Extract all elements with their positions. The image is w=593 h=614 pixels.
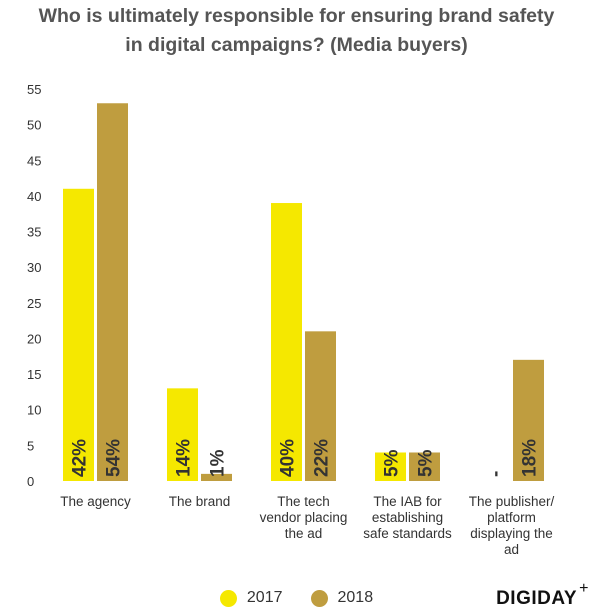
x-category-label: The publisher/ [469, 494, 555, 509]
data-label-2018-3: 5% [416, 449, 437, 477]
x-category-label: the ad [285, 526, 323, 541]
bar-2017-3 [375, 452, 406, 481]
data-label-2018-0: 54% [104, 439, 125, 477]
y-tick-label: 0 [27, 474, 34, 489]
data-label-2017-3: 5% [382, 449, 403, 477]
legend-item-2017: 2017 [219, 589, 283, 607]
y-tick-label: 40 [27, 189, 41, 204]
y-tick-label: 10 [27, 403, 41, 418]
digiday-logo-plus: + [579, 580, 589, 597]
y-tick-label: 15 [27, 367, 41, 382]
data-label-2017-0: 42% [70, 439, 91, 477]
data-label-2018-2: 22% [312, 439, 333, 477]
data-label-2017-1: 14% [174, 439, 195, 477]
bar-2017-0 [63, 188, 94, 482]
data-label-2017-2: 40% [278, 439, 299, 477]
x-category-label: The agency [60, 494, 131, 509]
data-label-2018-1: 1% [208, 449, 229, 477]
legend-label-2017: 2017 [246, 589, 283, 606]
chart-title-line-2: in digital campaigns? (Media buyers) [125, 34, 468, 56]
digiday-logo: DIGIDAY + [496, 580, 588, 610]
data-label-2017-4: - [486, 471, 507, 477]
x-category-label: vendor placing [260, 510, 348, 525]
digiday-logo-text: DIGIDAY [496, 588, 577, 609]
legend-item-2018: 2018 [310, 589, 374, 607]
x-category-label: establishing [372, 510, 443, 525]
y-tick-label: 50 [27, 118, 41, 133]
bar-chart: 0 5 10 15 20 25 30 35 40 45 50 55 42% 54% The agency 14… [27, 82, 555, 557]
bar-2017-1 [167, 388, 198, 481]
y-tick-label: 30 [27, 260, 41, 275]
bar-2018-0 [97, 103, 128, 481]
y-tick-label: 55 [27, 82, 41, 97]
legend-label-2018: 2018 [337, 589, 374, 606]
y-tick-label: 5 [27, 438, 34, 453]
bar-2018-3 [409, 452, 440, 481]
legend-swatch-2017 [219, 589, 237, 607]
x-category-label: platform [487, 510, 536, 525]
bar-2018-2 [305, 331, 336, 481]
bar-2018-4 [513, 359, 544, 481]
data-label-2018-4: 18% [520, 439, 541, 477]
legend: 2017 2018 [0, 585, 593, 611]
legend-swatch-2018 [310, 589, 328, 607]
y-tick-label: 45 [27, 153, 41, 168]
y-tick-label: 35 [27, 225, 41, 240]
bar-2017-2 [271, 203, 302, 481]
x-category-label: The tech [277, 494, 330, 509]
x-category-label: safe standards [363, 526, 452, 541]
x-category-label: ad [504, 542, 519, 557]
bar-2018-1 [201, 473, 232, 481]
x-category-label: The brand [169, 494, 231, 509]
chart-title-line-1: Who is ultimately responsible for ensuri… [38, 5, 555, 27]
x-category-label: The IAB for [373, 494, 442, 509]
y-tick-label: 20 [27, 331, 41, 346]
x-category-label: displaying the [470, 526, 553, 541]
y-tick-label: 25 [27, 296, 41, 311]
chart-title: Who is ultimately responsible for ensuri… [0, 2, 593, 60]
